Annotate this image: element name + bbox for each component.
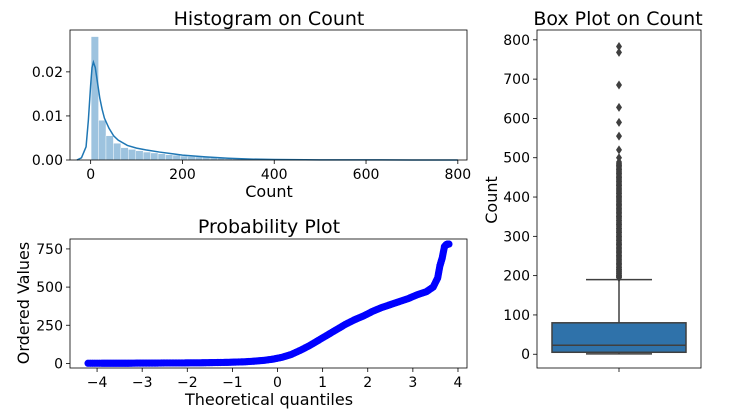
histogram-bar	[187, 156, 196, 161]
probability-plot-points	[84, 240, 453, 367]
box-plot-outlier	[616, 102, 622, 112]
histogram-bar	[113, 143, 122, 161]
box-plot-y-tick-label: 500	[503, 151, 530, 167]
histogram-x-tick-label: 600	[353, 167, 380, 183]
probability-plot-panel: Probability Plot −4 −3 −2 −1 0 1 2 3 4 0 250 500 75…	[14, 216, 468, 409]
box-plot-y-tick-label: 100	[503, 308, 530, 324]
probability-plot-x-tick-label: 4	[454, 375, 463, 391]
histogram-x-tick-label: 200	[169, 167, 196, 183]
box-plot-y-tick-label: 200	[503, 269, 530, 285]
histogram-bar	[180, 155, 188, 161]
histogram-y-tick-label: 0.02	[32, 65, 63, 81]
box-plot-outliers	[616, 42, 622, 283]
box-plot-y-tick-label: 700	[503, 72, 530, 88]
histogram-x-tick-label: 0	[86, 167, 95, 183]
box-plot-outlier	[616, 47, 622, 57]
box-plot-y-tick-label: 800	[503, 33, 530, 49]
histogram-y-ticks: 0.00 0.01 0.02	[32, 65, 70, 169]
probability-plot-y-tick-label: 0	[54, 356, 63, 372]
histogram-bar	[150, 152, 159, 161]
histogram-x-axis-label: Count	[245, 182, 293, 201]
histogram-y-tick-label: 0.00	[32, 153, 63, 169]
probability-plot-x-tick-label: 2	[363, 375, 372, 391]
probability-plot-x-tick-label: 3	[408, 375, 417, 391]
histogram-bar	[195, 156, 203, 161]
probability-plot-x-tick-label: −2	[177, 375, 198, 391]
histogram-bar	[128, 149, 136, 161]
histogram-bar	[98, 120, 107, 161]
box-plot-y-tick-label: 600	[503, 111, 530, 127]
probability-plot-y-ticks: 0 250 500 750	[36, 242, 70, 372]
histogram-bar	[142, 151, 151, 161]
probability-plot-axes-frame	[69, 238, 468, 369]
box-plot-panel: Box Plot on Count 0 100 200 300 400 500 600 700…	[482, 8, 703, 372]
histogram-bar	[120, 147, 129, 161]
histogram-x-tick-label: 400	[261, 167, 288, 183]
histogram-bar	[90, 36, 99, 161]
histogram-x-ticks: 0 200 400 600 800	[86, 160, 471, 183]
probability-plot-x-tick-label: −1	[222, 375, 243, 391]
histogram-axes-frame	[69, 29, 468, 161]
box-plot-outlier	[616, 131, 622, 141]
probability-plot-y-tick-label: 750	[36, 242, 63, 258]
box-plot-y-ticks: 0 100 200 300 400 500 600 700 800	[503, 33, 537, 363]
histogram-bar	[165, 154, 174, 161]
probability-plot-x-tick-label: 0	[273, 375, 282, 391]
box-plot-outlier	[616, 145, 622, 155]
histogram-panel: Histogram on Count 0 200 400 600 800 0.000.0…	[32, 8, 471, 201]
histogram-kde-line	[76, 59, 458, 161]
box-plot-y-axis-label: Count	[482, 176, 501, 224]
probability-plot-point	[445, 240, 453, 248]
histogram-bar	[105, 135, 114, 161]
probability-plot-x-ticks: −4 −3 −2 −1 0 1 2 3 4	[87, 368, 463, 391]
histogram-bar	[135, 150, 144, 161]
probability-plot-x-tick-label: −4	[87, 375, 108, 391]
histogram-bar	[157, 153, 166, 161]
box-plot-outlier	[616, 117, 622, 127]
probability-plot-x-tick-label: 1	[318, 375, 327, 391]
box-plot-box	[551, 322, 687, 354]
histogram-title: Histogram on Count	[174, 8, 365, 30]
box-plot-y-tick-label: 0	[521, 347, 530, 363]
histogram-x-tick-label: 800	[444, 167, 471, 183]
box-plot-outlier	[616, 42, 622, 52]
box-plot-y-tick-label: 400	[503, 190, 530, 206]
probability-plot-title: Probability Plot	[198, 216, 340, 238]
probability-plot-y-tick-label: 250	[36, 318, 63, 334]
box-plot-body	[551, 278, 687, 355]
probability-plot-x-axis-label: Theoretical quantiles	[184, 390, 353, 409]
box-plot-y-tick-label: 300	[503, 229, 530, 245]
histogram-bar	[172, 154, 181, 161]
histogram-y-tick-label: 0.01	[32, 109, 63, 125]
box-plot-outlier	[616, 157, 622, 167]
box-plot-title: Box Plot on Count	[533, 8, 702, 30]
histogram-bars	[90, 36, 456, 161]
probability-plot-y-axis-label: Ordered Values	[14, 242, 33, 364]
box-plot-outlier	[616, 80, 622, 90]
probability-plot-y-tick-label: 500	[36, 280, 63, 296]
probability-plot-x-tick-label: −3	[132, 375, 153, 391]
